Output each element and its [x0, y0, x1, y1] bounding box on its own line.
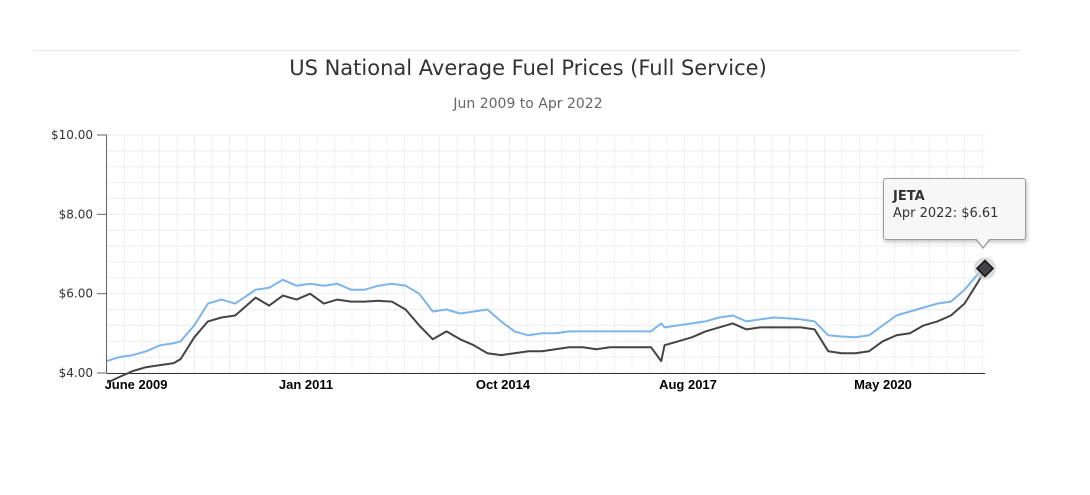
hover-point-marker [975, 259, 995, 278]
series-line-jeta [106, 269, 986, 384]
y-tick-label: $6.00 [59, 287, 93, 301]
hover-tooltip: JETA Apr 2022: $6.61 [883, 178, 1026, 240]
x-tick-label: Oct 2014 [476, 377, 531, 392]
tooltip-series-name: JETA [893, 189, 925, 204]
top-divider [33, 50, 1020, 51]
x-tick-label: Aug 2017 [659, 377, 717, 392]
tooltip-arrow-fill [976, 238, 990, 247]
chart-subtitle: Jun 2009 to Apr 2022 [453, 96, 603, 112]
y-tick-label: $10.00 [51, 128, 93, 142]
chart-title: US National Average Fuel Prices (Full Se… [289, 56, 767, 80]
series-line-upper [106, 268, 986, 363]
x-tick-label: May 2020 [854, 377, 912, 392]
x-tick-label: Jan 2011 [279, 377, 333, 392]
tooltip-value: Apr 2022: $6.61 [893, 206, 999, 221]
y-tick-label: $4.00 [59, 366, 93, 380]
x-tick-label: June 2009 [105, 377, 168, 392]
y-tick-label: $8.00 [59, 207, 93, 221]
